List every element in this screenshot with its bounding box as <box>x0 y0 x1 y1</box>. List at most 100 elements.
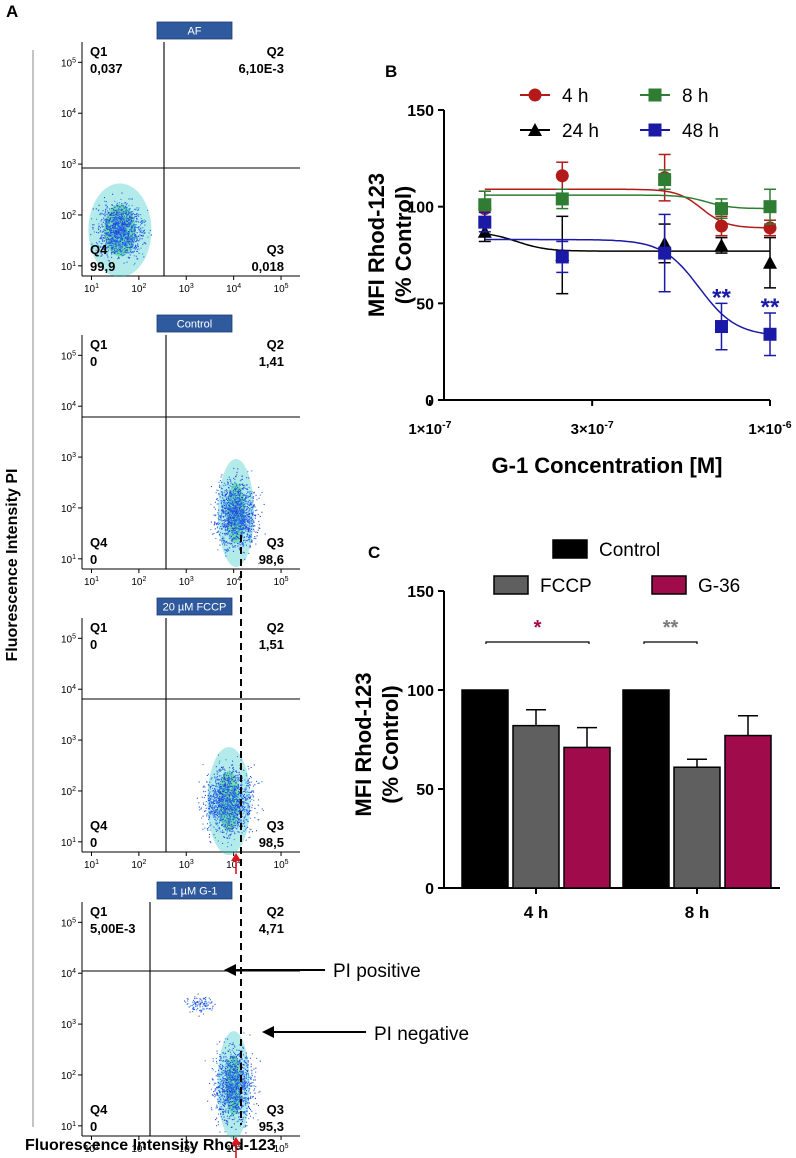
flow-dot <box>107 220 109 222</box>
flow-dot <box>223 810 225 812</box>
flow-dot <box>226 1096 228 1098</box>
flow-dot <box>234 1097 236 1099</box>
flow-dot <box>248 807 250 809</box>
flow-dot <box>223 1079 225 1081</box>
flow-dot <box>217 779 220 781</box>
flow-dot <box>234 1070 236 1072</box>
flow-dot <box>231 1060 233 1062</box>
flow-dot <box>215 778 217 780</box>
flow-dot <box>127 238 129 240</box>
flow-dot <box>250 795 252 797</box>
flow-dot <box>120 227 122 229</box>
flow-dot <box>239 520 241 522</box>
flow-dot <box>229 524 231 526</box>
flow-dot <box>231 1082 233 1084</box>
flow-dot <box>231 831 233 833</box>
flow-dot <box>213 799 215 801</box>
flow-dot <box>246 819 248 821</box>
flow-dot <box>259 1090 261 1092</box>
flow-dot <box>245 1078 247 1080</box>
flow-dot <box>255 514 257 516</box>
flow-dot <box>220 1057 222 1059</box>
flow-dot <box>233 533 235 535</box>
flow-dot <box>111 221 113 223</box>
flow-dot <box>238 819 240 821</box>
flow-dot <box>130 223 132 225</box>
flow-dot <box>241 784 243 786</box>
flow-dot <box>215 782 217 785</box>
flow-dot <box>231 1113 233 1115</box>
flow-dot <box>246 536 248 538</box>
flow-dot <box>232 512 234 514</box>
flow-dot <box>252 511 254 513</box>
flow-dot <box>223 814 225 816</box>
flow-x-tick-label: 102 <box>131 859 146 871</box>
flow-dot <box>222 1113 225 1115</box>
flow-dot <box>234 482 236 484</box>
flow-dot <box>243 1083 245 1086</box>
flow-dot <box>249 509 251 511</box>
flow-dot <box>127 234 129 236</box>
flow-dot <box>215 796 217 799</box>
flow-dot <box>233 808 235 810</box>
flow-dot <box>212 1095 214 1097</box>
flow-dot <box>241 522 243 524</box>
flow-dot <box>231 1103 234 1106</box>
flow-dot <box>230 535 233 537</box>
flow-dot <box>225 1073 227 1075</box>
flow-dot <box>224 798 226 800</box>
flow-dot <box>249 1092 251 1094</box>
flow-dot <box>234 517 236 519</box>
flow-dot <box>210 1107 213 1109</box>
flow-dot <box>235 503 237 505</box>
flow-dot <box>251 1082 253 1084</box>
flow-dot <box>235 1054 237 1056</box>
flow-dot <box>105 220 107 222</box>
flow-dot <box>240 499 242 501</box>
flow-dot <box>241 797 243 799</box>
flow-dot <box>208 827 210 829</box>
flow-dot <box>226 550 228 552</box>
flow-dot <box>236 801 238 803</box>
flow-dot <box>134 234 136 236</box>
flow-dot <box>228 781 230 783</box>
flow-dot <box>226 801 228 803</box>
flow-dot <box>232 1106 234 1108</box>
flow-dot <box>226 777 228 779</box>
flow-dot <box>227 522 229 524</box>
flow-dot <box>231 529 233 532</box>
flow-dot <box>232 496 234 498</box>
flow-dot <box>120 250 122 252</box>
flow-dot <box>243 518 245 520</box>
flow-dot <box>224 1090 226 1092</box>
flow-dot <box>206 813 208 815</box>
flow-dot <box>118 245 120 247</box>
flow-dot <box>225 513 227 515</box>
flow-dot <box>222 807 224 809</box>
flow-dot <box>108 241 110 243</box>
flow-dot <box>104 252 106 255</box>
flow-dot <box>234 806 236 808</box>
flow-dot <box>249 527 251 529</box>
flow-dot <box>226 829 228 831</box>
flow-dot <box>237 505 239 507</box>
flow-dot <box>233 1086 235 1089</box>
flow-dot <box>253 764 255 766</box>
flow-dot <box>222 805 224 807</box>
flow-dot <box>231 814 233 816</box>
flow-dot <box>218 481 220 483</box>
flow-dot <box>228 504 230 506</box>
flow-dot <box>215 780 217 782</box>
flow-dot <box>103 197 106 199</box>
flow-dot <box>243 552 245 554</box>
flow-dot <box>212 813 214 815</box>
flow-dot <box>119 249 121 251</box>
flow-dot <box>118 208 120 210</box>
flow-dot <box>229 503 231 505</box>
flow-dot <box>225 555 227 557</box>
flow-dot <box>214 803 216 805</box>
flow-dot <box>227 482 229 484</box>
flow-dot <box>124 205 126 207</box>
flow-dot <box>236 527 238 529</box>
flow-dot <box>102 251 104 253</box>
